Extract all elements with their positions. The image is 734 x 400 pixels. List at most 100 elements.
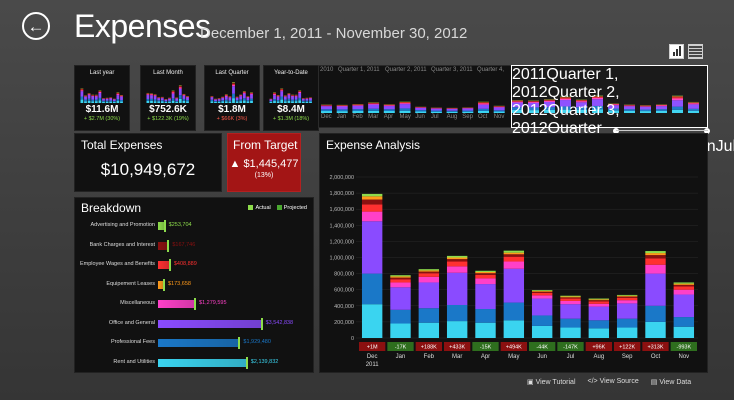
bar-segment[interactable] (503, 256, 525, 262)
bar-segment[interactable] (531, 315, 553, 326)
bar-segment[interactable] (475, 273, 496, 275)
selection-handle-left[interactable] (613, 128, 619, 134)
bar-segment[interactable] (673, 282, 695, 284)
bar-segment[interactable] (673, 294, 695, 318)
bar-segment[interactable] (446, 255, 468, 258)
bar-segment[interactable] (560, 318, 581, 328)
bar-segment[interactable] (475, 274, 496, 279)
bar-segment[interactable] (418, 276, 440, 283)
bar-segment[interactable] (531, 290, 553, 292)
breakdown-row[interactable]: Professional Fees $1,929,480 (75, 337, 315, 349)
bar-segment[interactable] (390, 282, 411, 288)
bar-segment[interactable] (503, 268, 525, 303)
bar-segment[interactable] (588, 298, 610, 300)
bar-segment[interactable] (673, 289, 695, 295)
kpi-tile-0[interactable]: Last year $11.6M + $2.7M (30%) (74, 65, 130, 131)
bar-segment[interactable] (616, 297, 638, 301)
kpi-tile-2[interactable]: Last Quarter $1.8M + $66K (3%) (204, 65, 260, 131)
bar-segment[interactable] (645, 253, 666, 256)
bar-segment[interactable] (560, 297, 581, 299)
bar-chart-icon[interactable] (669, 44, 684, 59)
bar-segment[interactable] (588, 303, 610, 307)
breakdown-row[interactable]: Rent and Utilities $2,139,832 (75, 356, 315, 369)
bar-segment[interactable] (390, 323, 411, 338)
bar-segment[interactable] (531, 298, 553, 316)
bar-segment[interactable] (616, 294, 638, 296)
bar-segment[interactable] (645, 305, 666, 322)
bar-segment[interactable] (531, 295, 553, 299)
bar-segment[interactable] (645, 255, 666, 259)
view-tutorial-link[interactable]: ▣ View Tutorial (527, 379, 576, 386)
timeline-selection[interactable]: 2011Quarter 1, 2012Quarter 2, 2012Quarte… (511, 65, 734, 155)
bar-segment[interactable] (560, 304, 581, 319)
bar-segment[interactable] (673, 283, 695, 285)
bar-segment[interactable] (361, 204, 383, 212)
bar-segment[interactable] (361, 304, 383, 338)
breakdown-row[interactable]: Employee Wages and Benefits $408,889 (75, 259, 315, 271)
bar-segment[interactable] (531, 290, 553, 291)
grid-icon[interactable] (688, 44, 703, 59)
bar-segment[interactable] (645, 251, 666, 254)
selection-handle-right[interactable] (704, 128, 710, 134)
bar-segment[interactable] (616, 296, 638, 298)
bar-segment[interactable] (475, 284, 496, 310)
bar-segment[interactable] (390, 275, 411, 277)
bar-segment[interactable] (560, 295, 581, 297)
bar-segment[interactable] (616, 300, 638, 304)
bar-segment[interactable] (588, 306, 610, 321)
bar-segment[interactable] (616, 295, 638, 297)
bar-segment[interactable] (446, 257, 468, 260)
bar-segment[interactable] (560, 296, 581, 298)
bar-segment[interactable] (475, 309, 496, 323)
kpi-tile-1[interactable]: Last Month $752.6K + $122.3K (19%) (140, 65, 196, 131)
bar-segment[interactable] (418, 322, 440, 338)
bar-segment[interactable] (503, 261, 525, 269)
bar-segment[interactable] (390, 276, 411, 278)
bar-segment[interactable] (446, 272, 468, 305)
bar-segment[interactable] (673, 326, 695, 338)
bar-segment[interactable] (361, 211, 383, 222)
total-expenses-tile[interactable]: Total Expenses $10,949,672 (74, 133, 222, 192)
bar-segment[interactable] (588, 328, 610, 338)
bar-segment[interactable] (361, 193, 383, 197)
bar-segment[interactable] (588, 320, 610, 329)
bar-segment[interactable] (503, 254, 525, 257)
expense-analysis-chart[interactable]: 0 200,000 400,000 600,000 800,000 1,000,000 1,… (320, 134, 709, 374)
bar-segment[interactable] (645, 321, 666, 338)
bar-segment[interactable] (361, 221, 383, 274)
bar-segment[interactable] (531, 292, 553, 296)
bar-segment[interactable] (588, 300, 610, 302)
bar-segment[interactable] (475, 271, 496, 274)
bar-segment[interactable] (418, 273, 440, 277)
bar-segment[interactable] (390, 277, 411, 280)
bar-segment[interactable] (616, 318, 638, 328)
bar-segment[interactable] (503, 302, 525, 321)
bar-segment[interactable] (588, 299, 610, 301)
bar-segment[interactable] (418, 270, 440, 272)
bar-segment[interactable] (361, 199, 383, 205)
breakdown-row[interactable]: Miscellaneous $1,279,595 (75, 298, 315, 310)
bar-segment[interactable] (390, 287, 411, 310)
bar-segment[interactable] (475, 278, 496, 285)
breakdown-row[interactable]: Advertising and Promotion $253,704 (75, 220, 315, 232)
breakdown-row[interactable]: Office and General $3,542,838 (75, 317, 315, 330)
breakdown-row[interactable]: Bank Charges and Interest $167,746 (75, 239, 315, 252)
from-target-tile[interactable]: From Target ▲ $1,445,477 (13%) (227, 133, 301, 192)
bar-segment[interactable] (503, 252, 525, 255)
bar-segment[interactable] (588, 301, 610, 304)
view-source-link[interactable]: </> View Source (587, 378, 639, 385)
view-data-link[interactable]: ▤ View Data (650, 379, 692, 386)
bar-segment[interactable] (446, 304, 468, 322)
bar-segment[interactable] (645, 273, 666, 306)
bar-segment[interactable] (503, 320, 525, 338)
kpi-tile-3[interactable]: Year-to-Date $8.4M + $1.3M (18%) (263, 65, 319, 131)
bar-segment[interactable] (673, 284, 695, 287)
bar-segment[interactable] (531, 291, 553, 293)
bar-segment[interactable] (560, 298, 581, 301)
bar-segment[interactable] (560, 300, 581, 305)
bar-segment[interactable] (361, 196, 383, 200)
bar-segment[interactable] (673, 286, 695, 290)
bar-segment[interactable] (616, 303, 638, 319)
bar-segment[interactable] (361, 273, 383, 305)
back-button[interactable]: ← (22, 12, 50, 40)
